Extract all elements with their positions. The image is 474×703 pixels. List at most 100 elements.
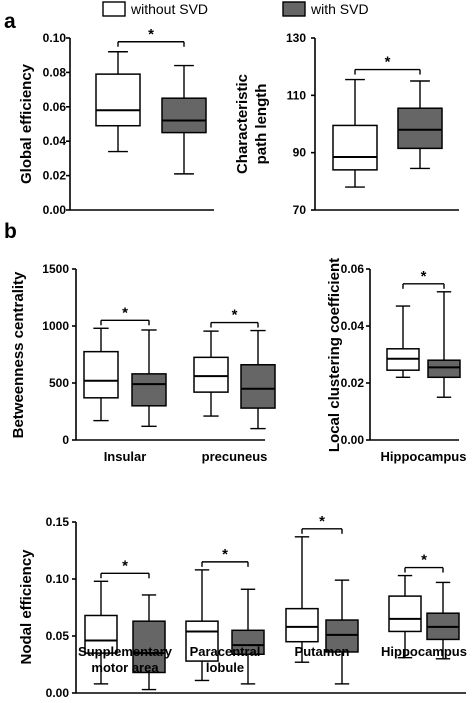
significance-bracket: * xyxy=(100,557,150,579)
y-tick-label: 0.10 xyxy=(43,31,67,45)
y-tick-label: 0.05 xyxy=(46,629,70,643)
legend: without SVD with SVD xyxy=(102,1,369,17)
box-with-svd xyxy=(161,64,207,175)
box-iqr xyxy=(285,607,319,643)
box-without-svd xyxy=(95,51,141,153)
y-tick-label: 1000 xyxy=(42,319,69,333)
significance-star: * xyxy=(232,307,238,324)
y-tick-label: 1500 xyxy=(42,262,69,276)
box-iqr xyxy=(427,359,461,379)
box-with-svd xyxy=(325,579,359,685)
y-tick-label: 130 xyxy=(286,31,306,45)
y-tick-label: 0 xyxy=(62,433,69,447)
legend-label-with-svd: with SVD xyxy=(310,1,369,17)
category-label: Hippocampus xyxy=(381,449,467,464)
significance-bracket: * xyxy=(210,307,259,328)
y-tick-label: 110 xyxy=(287,88,307,102)
y-axis-label: Nodal efficiency xyxy=(18,549,35,665)
significance-bracket: * xyxy=(117,26,185,47)
box-iqr xyxy=(83,350,119,399)
box-with-svd xyxy=(231,588,265,685)
box-iqr xyxy=(84,614,118,654)
box-iqr xyxy=(95,73,141,127)
box-without-svd xyxy=(332,78,378,188)
category-label: Insular xyxy=(104,449,147,464)
y-tick-label: 0.02 xyxy=(341,376,365,390)
y-tick-label: 0.04 xyxy=(43,134,67,148)
box-with-svd xyxy=(132,594,166,691)
box-without-svd xyxy=(84,580,118,685)
box-iqr xyxy=(231,629,265,655)
legend-label-without-svd: without SVD xyxy=(130,1,208,17)
box-without-svd xyxy=(386,305,420,378)
significance-star: * xyxy=(421,268,427,285)
chart-global-efficiency: 0.00 0.02 0.04 0.06 0.08 0.10 Global efficienc… xyxy=(18,26,214,217)
y-tick-label: 90 xyxy=(293,146,307,160)
y-tick-label: 0.04 xyxy=(341,319,365,333)
box-iqr xyxy=(388,595,422,633)
y-tick-label: 0.00 xyxy=(341,433,365,447)
box-iqr xyxy=(193,356,229,393)
y-tick-label: 70 xyxy=(293,203,307,217)
y-tick-label: 0.06 xyxy=(43,100,67,114)
category-label: motor area xyxy=(91,660,159,675)
significance-star: * xyxy=(148,26,154,43)
y-tick-label: 500 xyxy=(49,376,69,390)
y-axis-label: Global efficiency xyxy=(18,63,35,184)
box-without-svd xyxy=(185,569,219,682)
y-tick-label: 0.02 xyxy=(43,169,67,183)
y-tick-label: 0.10 xyxy=(46,572,70,586)
y-tick-label: 0.15 xyxy=(46,515,70,529)
y-axis-label: Betweenness centrality xyxy=(10,271,27,438)
significance-star: * xyxy=(122,304,128,321)
box-with-svd xyxy=(426,581,460,660)
y-axis-label: path length xyxy=(253,84,270,165)
box-with-svd xyxy=(397,80,443,170)
category-label: Hippocampus xyxy=(381,644,467,659)
significance-star: * xyxy=(319,513,325,530)
significance-star: * xyxy=(122,557,128,574)
significance-bracket: * xyxy=(100,304,150,326)
legend-swatch-without-svd xyxy=(102,1,126,17)
y-tick-label: 0.08 xyxy=(43,65,67,79)
y-tick-label: 0.00 xyxy=(46,686,70,700)
y-tick-label: 0.00 xyxy=(43,203,67,217)
category-label: Supplementary xyxy=(78,644,173,659)
significance-bracket: * xyxy=(301,513,343,534)
chart-nodal-efficiency: 0.00 0.05 0.10 0.15 Nodal efficiency * Supplem… xyxy=(18,513,467,700)
y-axis-label: Local clustering coefficient xyxy=(326,258,343,452)
box-iqr xyxy=(240,364,276,409)
box-iqr xyxy=(131,373,167,407)
y-tick-label: 0.06 xyxy=(341,262,365,276)
box-iqr xyxy=(161,97,207,134)
significance-bracket: * xyxy=(402,268,445,289)
significance-star: * xyxy=(222,546,228,563)
panel-label-a: a xyxy=(4,10,16,33)
category-label: precuneus xyxy=(202,449,268,464)
significance-bracket: * xyxy=(404,552,444,573)
chart-betweenness-centrality: 0 500 1000 1500 Betweenness centrality * Insul… xyxy=(10,262,276,464)
box-with-svd xyxy=(131,329,167,428)
y-axis-label: Characteristic xyxy=(234,74,251,174)
box-without-svd xyxy=(83,327,119,422)
box-without-svd xyxy=(388,574,422,659)
box-without-svd xyxy=(193,330,229,417)
significance-star: * xyxy=(421,552,427,569)
box-without-svd xyxy=(285,536,319,663)
significance-star: * xyxy=(385,54,391,71)
panel-label-b: b xyxy=(4,220,17,243)
significance-bracket: * xyxy=(354,54,421,75)
box-iqr xyxy=(332,124,378,171)
box-iqr xyxy=(132,620,166,674)
category-label: Putamen xyxy=(295,644,350,659)
category-label: lobule xyxy=(206,660,244,675)
box-iqr xyxy=(325,619,359,653)
chart-characteristic-path-length: 70 90 110 130 Characteristic path length * xyxy=(234,31,459,217)
legend-swatch-with-svd xyxy=(282,1,306,17)
box-with-svd xyxy=(240,329,276,430)
box-iqr xyxy=(185,620,219,662)
box-iqr xyxy=(397,107,443,150)
significance-bracket: * xyxy=(201,546,249,567)
